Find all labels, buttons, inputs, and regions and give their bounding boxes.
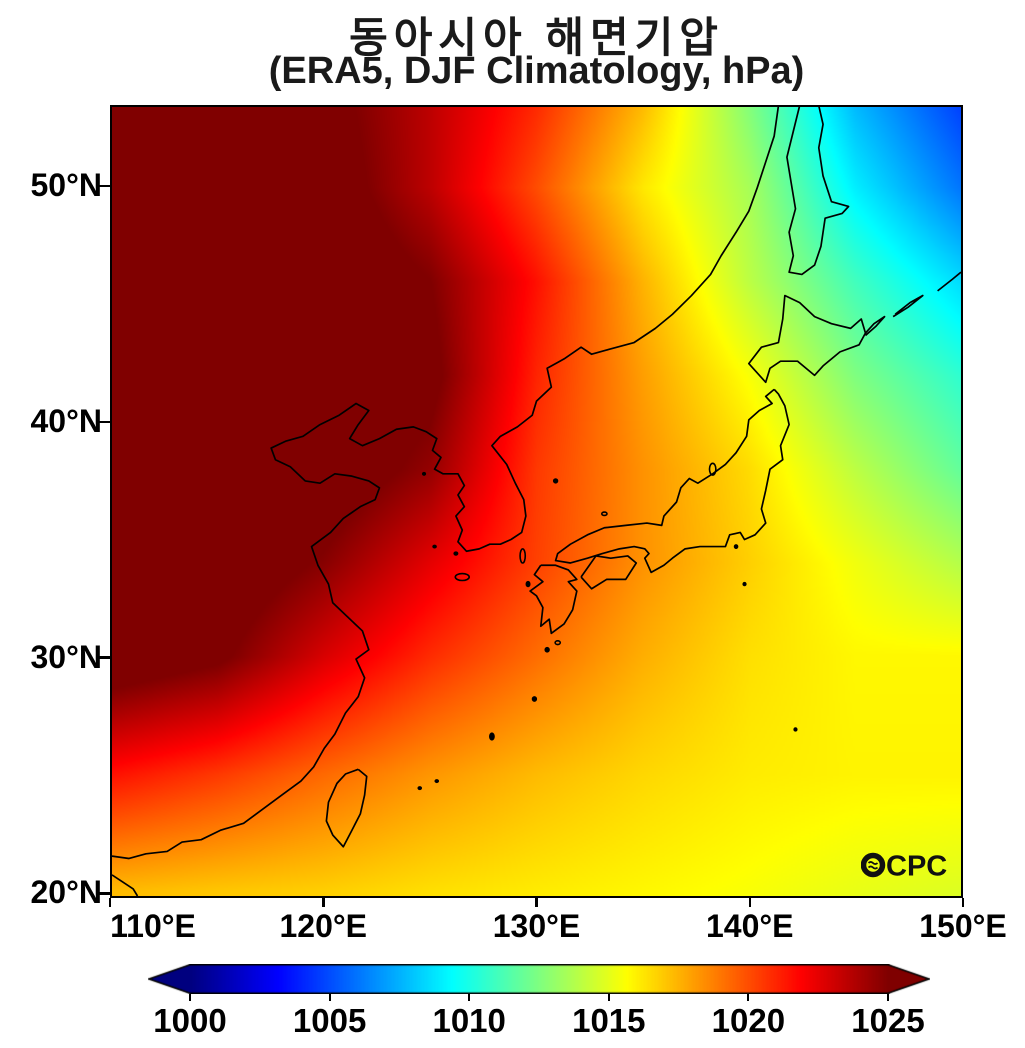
ocpc-logo-wave-icon [867,861,879,865]
ocpc-logo-text: CPC [886,851,947,881]
colorbar-tick-mark [747,994,750,1001]
colorbar-tick-mark [607,994,610,1001]
coastline [747,294,867,384]
y-tick-mark [99,892,110,895]
island-outline [554,639,562,646]
coastline [864,315,886,337]
coastline [580,555,638,590]
island-outline [454,572,471,582]
ocpc-logo-wave-icon [867,865,879,870]
island-outline [544,646,550,653]
page-subtitle: (ERA5, DJF Climatology, hPa) [268,50,805,92]
colorbar [148,964,930,994]
x-tick-label: 130°E [492,908,581,944]
coastline [892,294,924,318]
island-outline [733,544,739,550]
colorbar-tick-label: 1015 [572,1002,646,1039]
island-outline [453,551,459,556]
island-outline [552,478,559,484]
coastline [554,388,790,574]
island-outline [742,581,747,587]
island-outline [434,779,440,784]
island-outline [417,786,423,791]
y-tick-label: 40°N [30,402,103,439]
y-tick-label: 20°N [30,874,103,911]
colorbar-tick-label: 1025 [851,1002,925,1039]
x-tick-label: 110°E [110,908,196,944]
colorbar-tick-label: 1000 [153,1002,227,1039]
island-outline [525,580,531,588]
x-tick-mark [535,898,538,907]
ocpc-logo: CPC [861,851,947,881]
island-outline [489,732,495,741]
coastline [529,564,578,635]
colorbar-tick-label: 1010 [432,1002,506,1039]
x-tick-label: 120°E [279,908,368,944]
y-tick-label: 50°N [30,166,103,203]
colorbar-tick-mark [328,994,331,1001]
colorbar-canvas [148,964,930,994]
y-tick-label: 30°N [30,638,103,675]
x-tick-mark [748,898,751,907]
x-tick-label: 140°E [705,908,794,944]
coastline [786,107,850,276]
coastline-overlay [112,107,961,896]
y-tick-mark [99,656,110,659]
ocpc-logo-ocean-circle-icon [861,852,886,878]
pressure-field-canvas [112,107,961,896]
colorbar-tick-label: 1020 [711,1002,786,1039]
y-tick-mark [99,420,110,424]
page-title: 동아시아 해면기압 [349,14,724,61]
x-tick-mark [108,898,112,907]
colorbar-tick-mark [189,994,191,1001]
y-tick-mark [99,184,110,188]
island-outline [432,544,437,549]
island-outline [600,511,608,517]
x-tick-label: 150°E [919,908,1007,944]
coastline [937,271,961,292]
coastline [325,768,368,848]
island-outline [708,462,717,476]
colorbar-tick-mark [468,994,471,1001]
colorbar-tick-label: 1005 [292,1002,367,1039]
island-outline [531,696,538,702]
island-outline [421,471,427,476]
island-outline [793,727,798,732]
colorbar-tick-mark [887,994,889,1001]
island-outline [519,548,527,564]
x-tick-mark [322,898,325,907]
map-plot-area: CPC [110,105,963,898]
x-tick-mark [961,898,965,907]
coastline [112,874,139,896]
coastline [112,107,780,860]
